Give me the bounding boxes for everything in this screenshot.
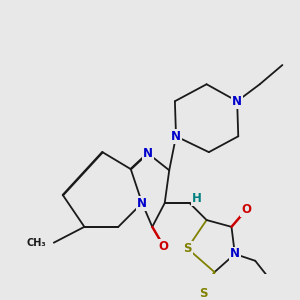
Text: N: N (143, 147, 153, 160)
Text: N: N (137, 196, 147, 210)
Text: O: O (241, 203, 251, 216)
Text: CH₃: CH₃ (26, 238, 46, 248)
Text: N: N (230, 248, 240, 260)
Text: S: S (199, 287, 207, 300)
Text: H: H (191, 193, 201, 206)
Text: N: N (232, 95, 242, 108)
Text: N: N (171, 130, 181, 143)
Text: S: S (183, 242, 192, 255)
Text: O: O (159, 240, 169, 253)
